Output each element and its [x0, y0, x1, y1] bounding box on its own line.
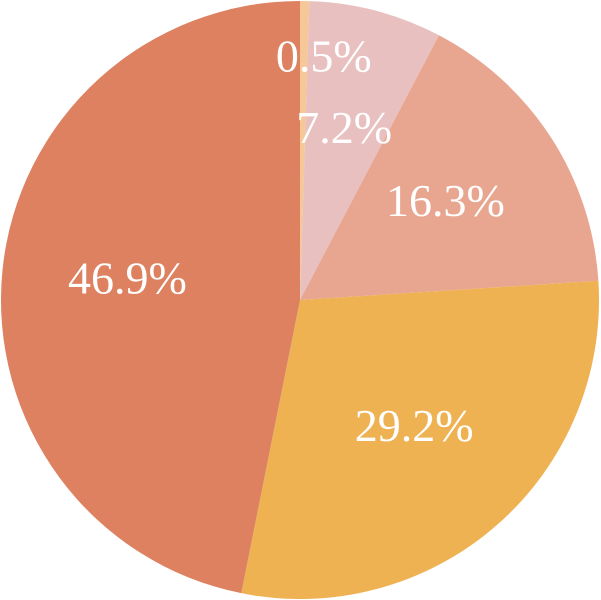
slice-label: 0.5% — [276, 30, 372, 81]
pie-slice — [0, 1, 300, 594]
pie-slice — [300, 35, 599, 300]
pie-slice — [241, 280, 599, 599]
slice-label: 29.2% — [355, 400, 474, 451]
pie-slice — [300, 1, 439, 300]
slice-label: 46.9% — [68, 252, 187, 303]
pie-slice — [300, 1, 310, 300]
slice-label: 16.3% — [386, 175, 505, 226]
slice-label: 7.2% — [296, 102, 392, 153]
